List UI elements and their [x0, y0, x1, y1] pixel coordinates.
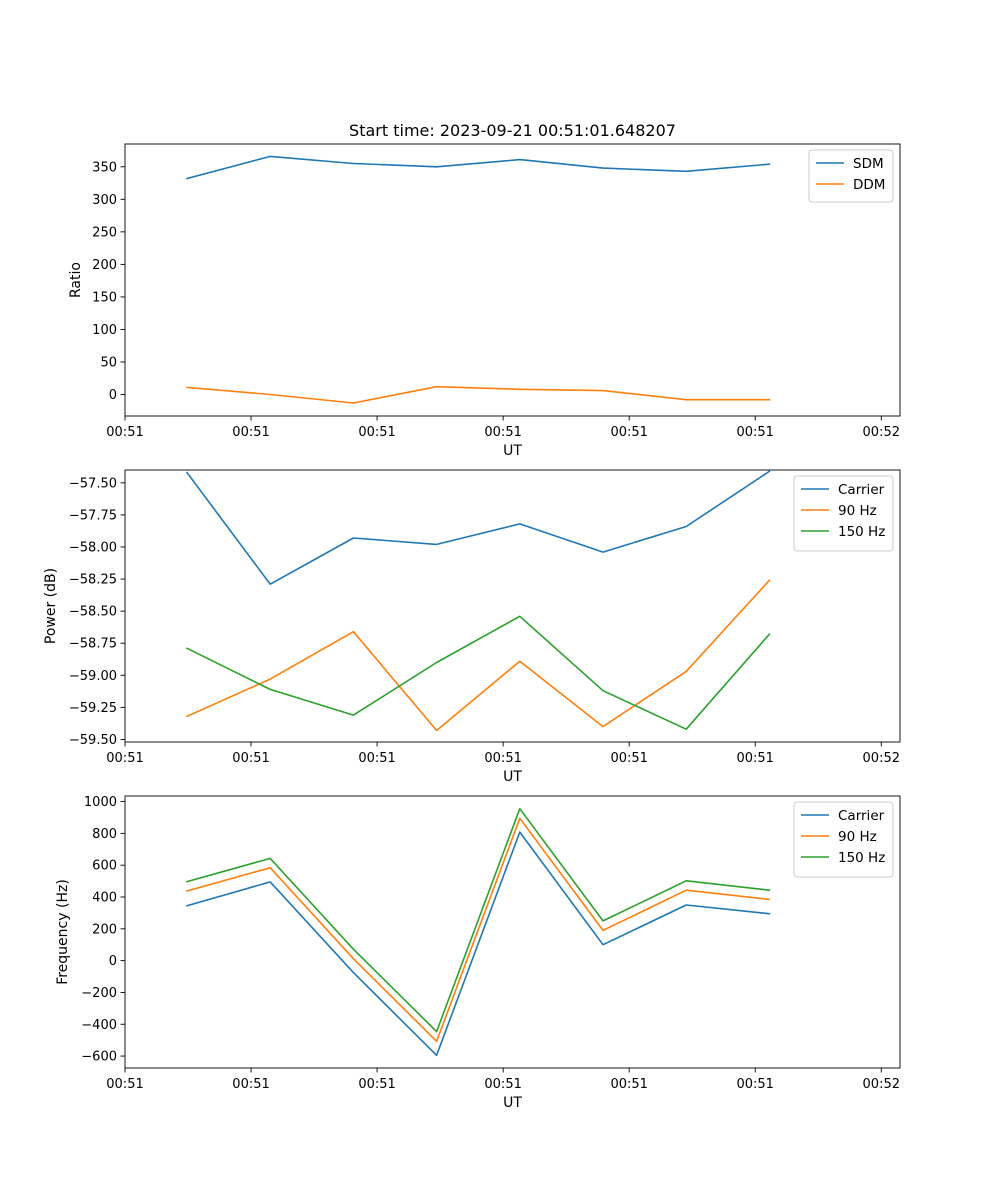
y-tick-label: −57.50	[69, 476, 117, 491]
y-tick-label: 150	[92, 290, 117, 305]
y-tick-label: −58.25	[69, 573, 117, 588]
subplot-1: 00:51 00:51 00:51 00:51 00:51 00:51 00:52 0 50 10…	[68, 121, 901, 459]
legend-label-90-hz: 90 Hz	[838, 503, 877, 519]
y-tick-label: −200	[81, 986, 117, 1001]
axes-frame	[124, 469, 901, 743]
x-tick-label: 00:51	[232, 425, 269, 440]
x-tick-label: 00:51	[106, 425, 143, 440]
y-tick-label: −59.00	[69, 669, 117, 684]
y-axis-label: Ratio	[68, 262, 84, 298]
x-tick-label: 00:51	[232, 751, 269, 766]
legend-label-carrier: Carrier	[838, 482, 885, 498]
legend-label-150-hz: 150 Hz	[838, 524, 885, 540]
legend-label-sdm: SDM	[853, 156, 884, 172]
series-line-carrier	[186, 831, 771, 1057]
legend: SDM DDM	[808, 149, 894, 203]
x-tick-label: 00:51	[484, 1077, 521, 1092]
legend-label-ddm: DDM	[853, 177, 885, 193]
y-tick-label: −58.75	[69, 637, 117, 652]
y-tick-label: 200	[92, 922, 117, 937]
y-tick-label: −58.00	[69, 540, 117, 555]
series-line-150-hz	[185, 615, 771, 731]
legend: Carrier 90 Hz 150 Hz	[793, 475, 894, 552]
axes-frame	[124, 143, 901, 417]
x-tick-label: 00:51	[358, 1077, 395, 1092]
series-line-90-hz	[185, 579, 771, 732]
x-tick-label: 00:51	[358, 425, 395, 440]
x-tick-label: 00:52	[863, 751, 900, 766]
legend-box	[793, 801, 894, 878]
x-tick-label: 00:51	[736, 751, 773, 766]
x-tick-label: 00:52	[863, 1077, 900, 1092]
x-tick-label: 00:51	[106, 1077, 143, 1092]
x-tick-label: 00:51	[358, 751, 395, 766]
x-tick-label: 00:51	[484, 425, 521, 440]
y-tick-label: −58.50	[69, 605, 117, 620]
x-axis-label: UT	[503, 1095, 522, 1111]
x-tick-label: 00:51	[232, 1077, 269, 1092]
y-tick-label: 400	[92, 891, 117, 906]
y-tick-label: −400	[81, 1018, 117, 1033]
series-line-sdm	[186, 155, 771, 180]
legend: Carrier 90 Hz 150 Hz	[793, 801, 894, 878]
legend-label-carrier: Carrier	[838, 808, 885, 824]
y-tick-label: 100	[92, 323, 117, 338]
y-axis-label: Frequency (Hz)	[55, 879, 71, 985]
x-tick-label: 00:51	[736, 425, 773, 440]
legend-label-90-hz: 90 Hz	[838, 829, 877, 845]
x-tick-label: 00:51	[106, 751, 143, 766]
legend-box	[793, 475, 894, 552]
y-tick-label: −600	[81, 1050, 117, 1065]
series-line-90-hz	[186, 817, 771, 1043]
x-axis-label: UT	[503, 443, 522, 459]
y-tick-label: −59.50	[69, 733, 117, 748]
y-tick-label: 800	[92, 827, 117, 842]
y-tick-label: 0	[109, 954, 117, 969]
series-line-150-hz	[186, 807, 771, 1033]
x-tick-label: 00:51	[610, 1077, 647, 1092]
y-tick-label: 300	[92, 193, 117, 208]
y-tick-label: 250	[92, 225, 117, 240]
y-tick-label: 200	[92, 258, 117, 273]
axes-frame	[124, 795, 901, 1069]
x-tick-label: 00:51	[610, 425, 647, 440]
x-axis-label: UT	[503, 769, 522, 785]
series-line-ddm	[186, 385, 771, 404]
x-tick-label: 00:51	[484, 751, 521, 766]
y-tick-label: −57.75	[69, 508, 117, 523]
x-tick-label: 00:51	[610, 751, 647, 766]
y-tick-label: 350	[92, 160, 117, 175]
legend-label-150-hz: 150 Hz	[838, 850, 885, 866]
y-tick-label: 1000	[84, 795, 117, 810]
subplot-2: 00:51 00:51 00:51 00:51 00:51 00:51 00:52 −59.5…	[43, 469, 901, 785]
chart-title: Start time: 2023-09-21 00:51:01.648207	[349, 121, 676, 140]
y-tick-label: 600	[92, 859, 117, 874]
subplot-3: 00:51 00:51 00:51 00:51 00:51 00:51 00:52 −600 −…	[55, 795, 901, 1111]
x-tick-label: 00:51	[736, 1077, 773, 1092]
x-tick-label: 00:52	[863, 425, 900, 440]
y-tick-label: 50	[100, 355, 117, 370]
y-axis-label: Power (dB)	[43, 568, 59, 644]
series-line-carrier	[185, 470, 771, 586]
y-tick-label: −59.25	[69, 701, 117, 716]
y-tick-label: 0	[109, 388, 117, 403]
